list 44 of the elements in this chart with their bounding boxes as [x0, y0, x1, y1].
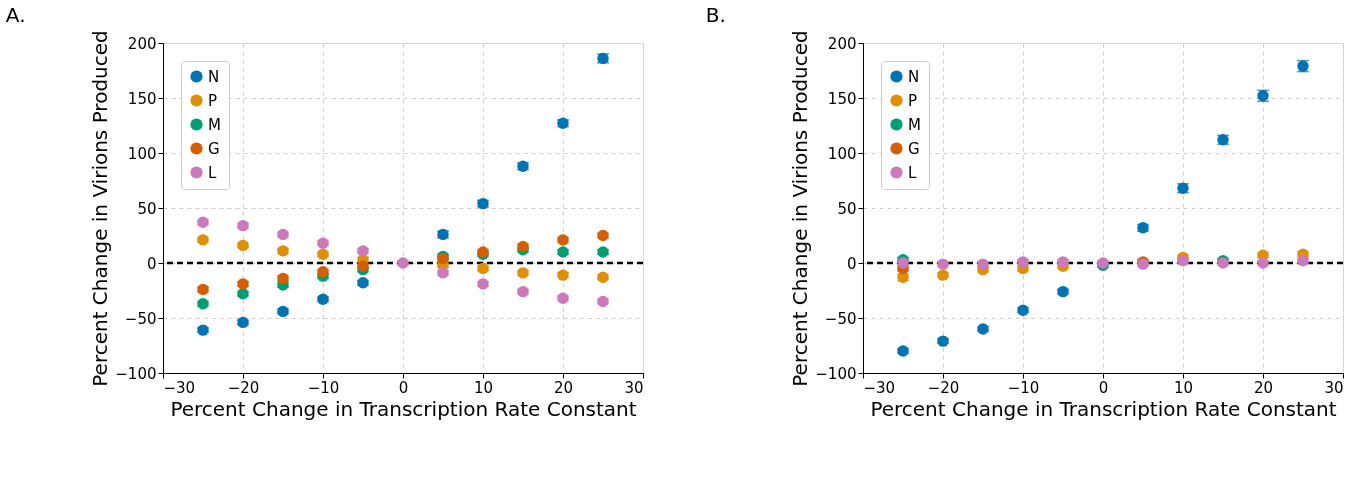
x-tick-label: 30 — [624, 378, 644, 397]
y-axis-title: Percent Change in Virions Produced — [88, 30, 113, 387]
legend-label: L — [908, 163, 917, 182]
legend-label: N — [908, 67, 920, 86]
y-tick-label: 150 — [127, 89, 157, 108]
x-tick-label: 20 — [1253, 378, 1274, 397]
legend-label: P — [208, 91, 218, 110]
x-tick-label: 20 — [553, 378, 574, 397]
y-tick-label: 100 — [127, 144, 157, 163]
y-tick-label: 100 — [827, 144, 857, 163]
x-tick-label: −10 — [1007, 378, 1040, 397]
legend-label: N — [208, 67, 220, 86]
y-tick-label: −100 — [815, 364, 857, 383]
x-tick-label: 0 — [1098, 378, 1109, 397]
y-tick-label: 150 — [827, 89, 857, 108]
x-tick-label: −10 — [307, 378, 340, 397]
x-tick-label: −20 — [227, 378, 260, 397]
x-tick-label: −30 — [863, 378, 896, 397]
x-axis-title: Percent Change in Transcription Rate Constant — [870, 396, 1337, 421]
legend-label: G — [208, 139, 220, 158]
legend-label: P — [908, 91, 918, 110]
y-axis-title: Percent Change in Virions Produced — [788, 30, 813, 387]
y-tick-label: −50 — [124, 309, 157, 328]
legend-label: G — [908, 139, 920, 158]
y-tick-label: 50 — [137, 199, 157, 218]
y-tick-label: 200 — [127, 34, 157, 53]
x-axis-title: Percent Change in Transcription Rate Constant — [170, 396, 637, 421]
chart-title: A. — [5, 2, 26, 27]
x-tick-label: 10 — [473, 378, 494, 397]
y-tick-label: −50 — [824, 309, 857, 328]
legend-label: L — [208, 163, 217, 182]
legend-label: M — [908, 115, 921, 134]
chart-title: B. — [705, 2, 726, 27]
y-tick-label: 0 — [146, 254, 157, 273]
x-tick-label: −30 — [163, 378, 196, 397]
x-tick-label: 30 — [1324, 378, 1344, 397]
y-tick-label: 200 — [827, 34, 857, 53]
x-tick-label: −20 — [927, 378, 960, 397]
y-tick-label: −100 — [115, 364, 157, 383]
y-tick-label: 0 — [846, 254, 857, 273]
x-tick-label: 0 — [398, 378, 409, 397]
x-tick-label: 10 — [1173, 378, 1194, 397]
y-tick-label: 50 — [837, 199, 857, 218]
legend-label: M — [208, 115, 221, 134]
